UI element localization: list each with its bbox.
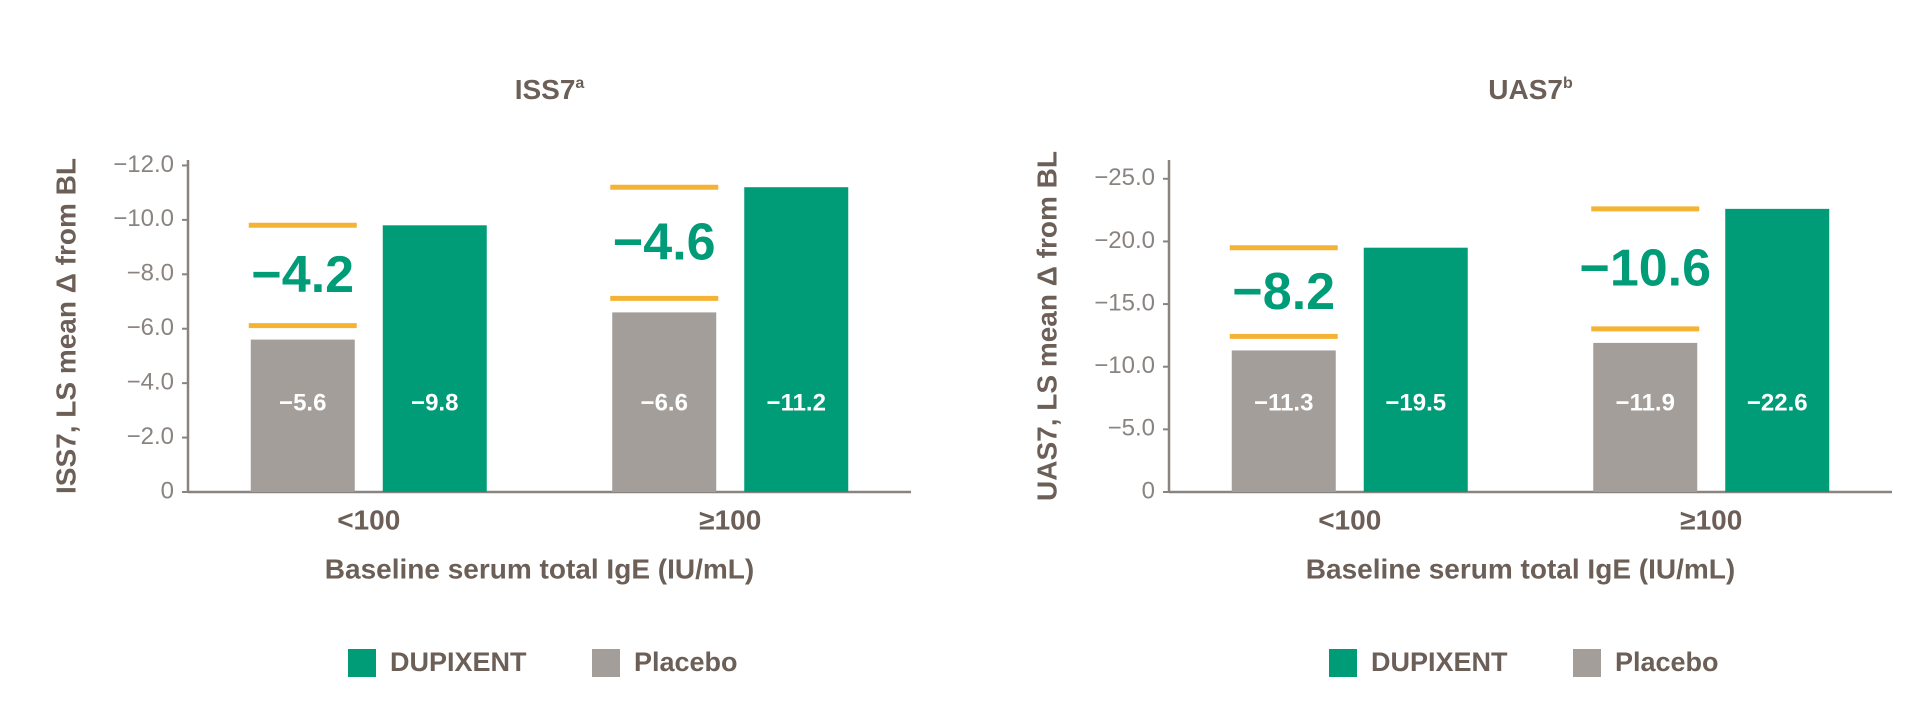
- y-tick-label: −6.0: [127, 314, 174, 341]
- data-label: −11.3: [1254, 389, 1313, 416]
- panel: UAS7b UAS7, LS mean Δ from BL 0 −5.0 −10.0 −1…: [1031, 74, 1892, 677]
- x-tick-label: <100: [1318, 504, 1381, 535]
- data-label: −22.6: [1747, 389, 1808, 416]
- y-tick-label: −15.0: [1094, 289, 1155, 316]
- legend-label: DUPIXENT: [1371, 647, 1508, 677]
- x-tick-label: ≥100: [699, 504, 761, 535]
- data-label: −11.9: [1616, 389, 1675, 416]
- x-axis-label: Baseline serum total IgE (IU/mL): [1306, 553, 1735, 584]
- y-tick-label: −5.0: [1108, 415, 1155, 442]
- y-tick-label: −12.0: [113, 151, 174, 178]
- y-tick-label: −10.0: [113, 205, 174, 232]
- data-label: −6.6: [641, 389, 688, 416]
- difference-label: −4.6: [613, 214, 716, 272]
- y-tick-label: 0: [1142, 477, 1155, 504]
- x-tick-label: ≥100: [1680, 504, 1742, 535]
- y-tick-label: −4.0: [127, 368, 174, 395]
- y-axis-label: UAS7, LS mean Δ from BL: [1031, 151, 1062, 501]
- y-axis-label: ISS7, LS mean Δ from BL: [50, 158, 81, 494]
- difference-label: −10.6: [1579, 240, 1711, 298]
- title-superscript: b: [1563, 75, 1573, 92]
- legend-swatch: [1573, 649, 1601, 677]
- title-text: UAS7: [1488, 74, 1563, 105]
- x-tick-label: <100: [337, 504, 400, 535]
- data-label: −11.2: [767, 389, 826, 416]
- difference-label: −4.2: [251, 246, 354, 304]
- legend-swatch: [1329, 649, 1357, 677]
- legend-label: DUPIXENT: [390, 647, 527, 677]
- title-text: ISS7: [515, 74, 576, 105]
- bar: [1231, 350, 1336, 492]
- legend-swatch: [348, 649, 376, 677]
- difference-label: −8.2: [1232, 263, 1335, 321]
- title-superscript: a: [575, 75, 584, 92]
- chart-title: ISS7a: [515, 74, 585, 105]
- bar: [250, 339, 355, 492]
- y-tick-label: −10.0: [1094, 352, 1155, 379]
- bar: [744, 187, 849, 492]
- bar: [1725, 208, 1830, 492]
- bar: [382, 225, 487, 493]
- data-label: −5.6: [279, 389, 326, 416]
- panel: ISS7a ISS7, LS mean Δ from BL 0 −2.0 −4.0 −6.…: [50, 74, 911, 677]
- legend-label: Placebo: [1615, 647, 1719, 677]
- legend-label: Placebo: [634, 647, 738, 677]
- y-tick-label: −20.0: [1094, 227, 1155, 254]
- x-axis-label: Baseline serum total IgE (IU/mL): [325, 553, 754, 584]
- y-tick-label: −2.0: [127, 423, 174, 450]
- bar: [1593, 342, 1698, 492]
- y-tick-label: −8.0: [127, 260, 174, 287]
- y-tick-label: 0: [161, 477, 174, 504]
- y-tick-label: −25.0: [1094, 164, 1155, 191]
- legend-swatch: [592, 649, 620, 677]
- data-label: −9.8: [411, 389, 458, 416]
- data-label: −19.5: [1385, 389, 1446, 416]
- chart-title: UAS7b: [1488, 74, 1573, 105]
- bar: [1363, 247, 1468, 492]
- bar: [612, 312, 717, 492]
